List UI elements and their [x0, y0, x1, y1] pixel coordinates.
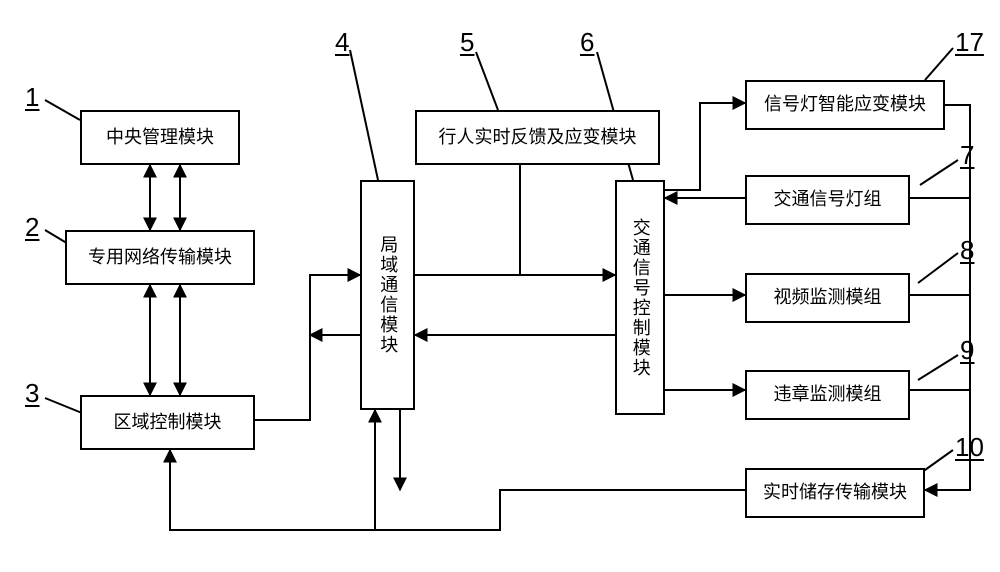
edge	[255, 275, 360, 420]
node-label: 交通信号控制模块	[628, 218, 651, 378]
node-label: 局域通信模块	[376, 235, 399, 355]
node-n17: 信号灯智能应变模块	[745, 80, 945, 130]
node-label: 中央管理模块	[106, 126, 214, 149]
callout-l3: 3	[25, 378, 39, 409]
leader-line	[45, 100, 80, 120]
node-n2: 专用网络传输模块	[65, 230, 255, 285]
callout-l6: 6	[580, 27, 594, 58]
leader-line	[918, 253, 958, 283]
node-label: 交通信号灯组	[774, 188, 882, 211]
node-n3: 区域控制模块	[80, 395, 255, 450]
edge	[665, 103, 745, 190]
block-diagram: 中央管理模块专用网络传输模块区域控制模块 局域通信模块 行人实时反馈及应变模块交通信…	[0, 0, 1000, 572]
node-n10: 实时储存传输模块	[745, 468, 925, 518]
leader-line	[918, 355, 958, 380]
leader-line	[920, 160, 958, 185]
callout-l4: 4	[335, 27, 349, 58]
callout-l17: 17	[955, 27, 984, 58]
node-n5: 行人实时反馈及应变模块	[415, 110, 660, 165]
node-n1: 中央管理模块	[80, 110, 240, 165]
callout-l10: 10	[955, 432, 984, 463]
node-label: 违章监测模组	[774, 383, 882, 406]
leader-line	[476, 52, 498, 110]
callout-l7: 7	[960, 140, 974, 171]
callout-l1: 1	[25, 82, 39, 113]
node-label: 区域控制模块	[114, 411, 222, 434]
node-label: 行人实时反馈及应变模块	[439, 126, 637, 149]
leader-line	[45, 398, 82, 413]
node-label: 专用网络传输模块	[88, 246, 232, 269]
edge	[375, 410, 745, 530]
node-n8: 视频监测模组	[745, 273, 910, 323]
edge	[170, 450, 500, 530]
callout-l8: 8	[960, 235, 974, 266]
callout-l5: 5	[460, 27, 474, 58]
callout-l9: 9	[960, 335, 974, 366]
node-n6: 交通信号控制模块	[615, 180, 665, 415]
node-label: 视频监测模组	[774, 286, 882, 309]
callout-l2: 2	[25, 212, 39, 243]
node-n7: 交通信号灯组	[745, 175, 910, 225]
node-label: 信号灯智能应变模块	[764, 93, 926, 116]
node-n4: 局域通信模块	[360, 180, 415, 410]
node-label: 实时储存传输模块	[763, 481, 907, 504]
leader-line	[350, 50, 378, 180]
node-n9: 违章监测模组	[745, 370, 910, 420]
leader-line	[925, 48, 953, 80]
